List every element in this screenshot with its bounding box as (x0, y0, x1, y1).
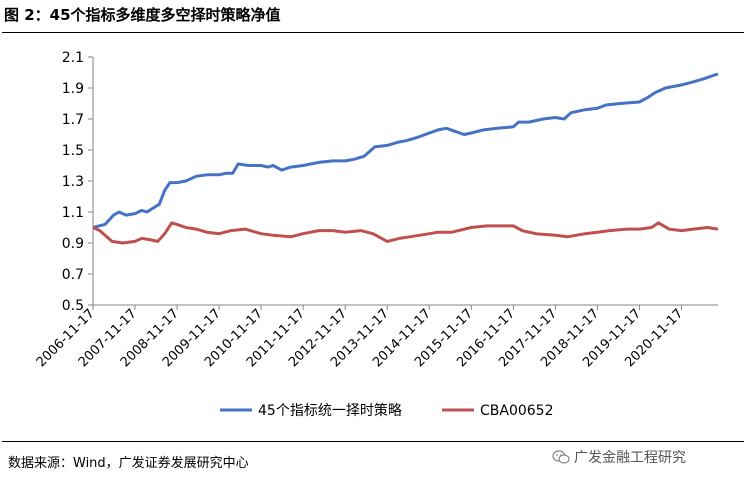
legend-label-2: CBA00652 (480, 403, 554, 419)
y-tick-label: 0.5 (62, 298, 84, 314)
series-line-1 (92, 72, 719, 229)
legend-label-1: 45个指标统一择时策略 (258, 402, 402, 419)
y-tick-label: 2.1 (62, 50, 84, 66)
y-tick-label: 1.1 (62, 205, 84, 221)
title-rule (2, 32, 744, 33)
source-note: 数据来源：Wind，广发证券发展研究中心 (8, 456, 249, 471)
y-tick-label: 1.7 (62, 112, 84, 128)
y-tick-label: 1.3 (62, 174, 84, 190)
y-tick-label: 1.9 (62, 81, 84, 97)
wechat-icon (552, 450, 570, 464)
watermark-text: 广发金融工程研究 (574, 450, 686, 466)
series-line-2 (92, 221, 719, 245)
footer-rule (2, 441, 744, 442)
y-tick-label: 1.5 (62, 143, 84, 159)
figure-title: 图 2：45个指标多维度多空择时策略净值 (4, 6, 281, 24)
net-value-line-chart: 0.50.70.91.11.31.51.71.92.12006-11-17200… (34, 50, 719, 419)
watermark: 广发金融工程研究 (552, 447, 686, 467)
y-tick-label: 0.7 (62, 267, 84, 283)
y-tick-label: 0.9 (62, 236, 84, 252)
